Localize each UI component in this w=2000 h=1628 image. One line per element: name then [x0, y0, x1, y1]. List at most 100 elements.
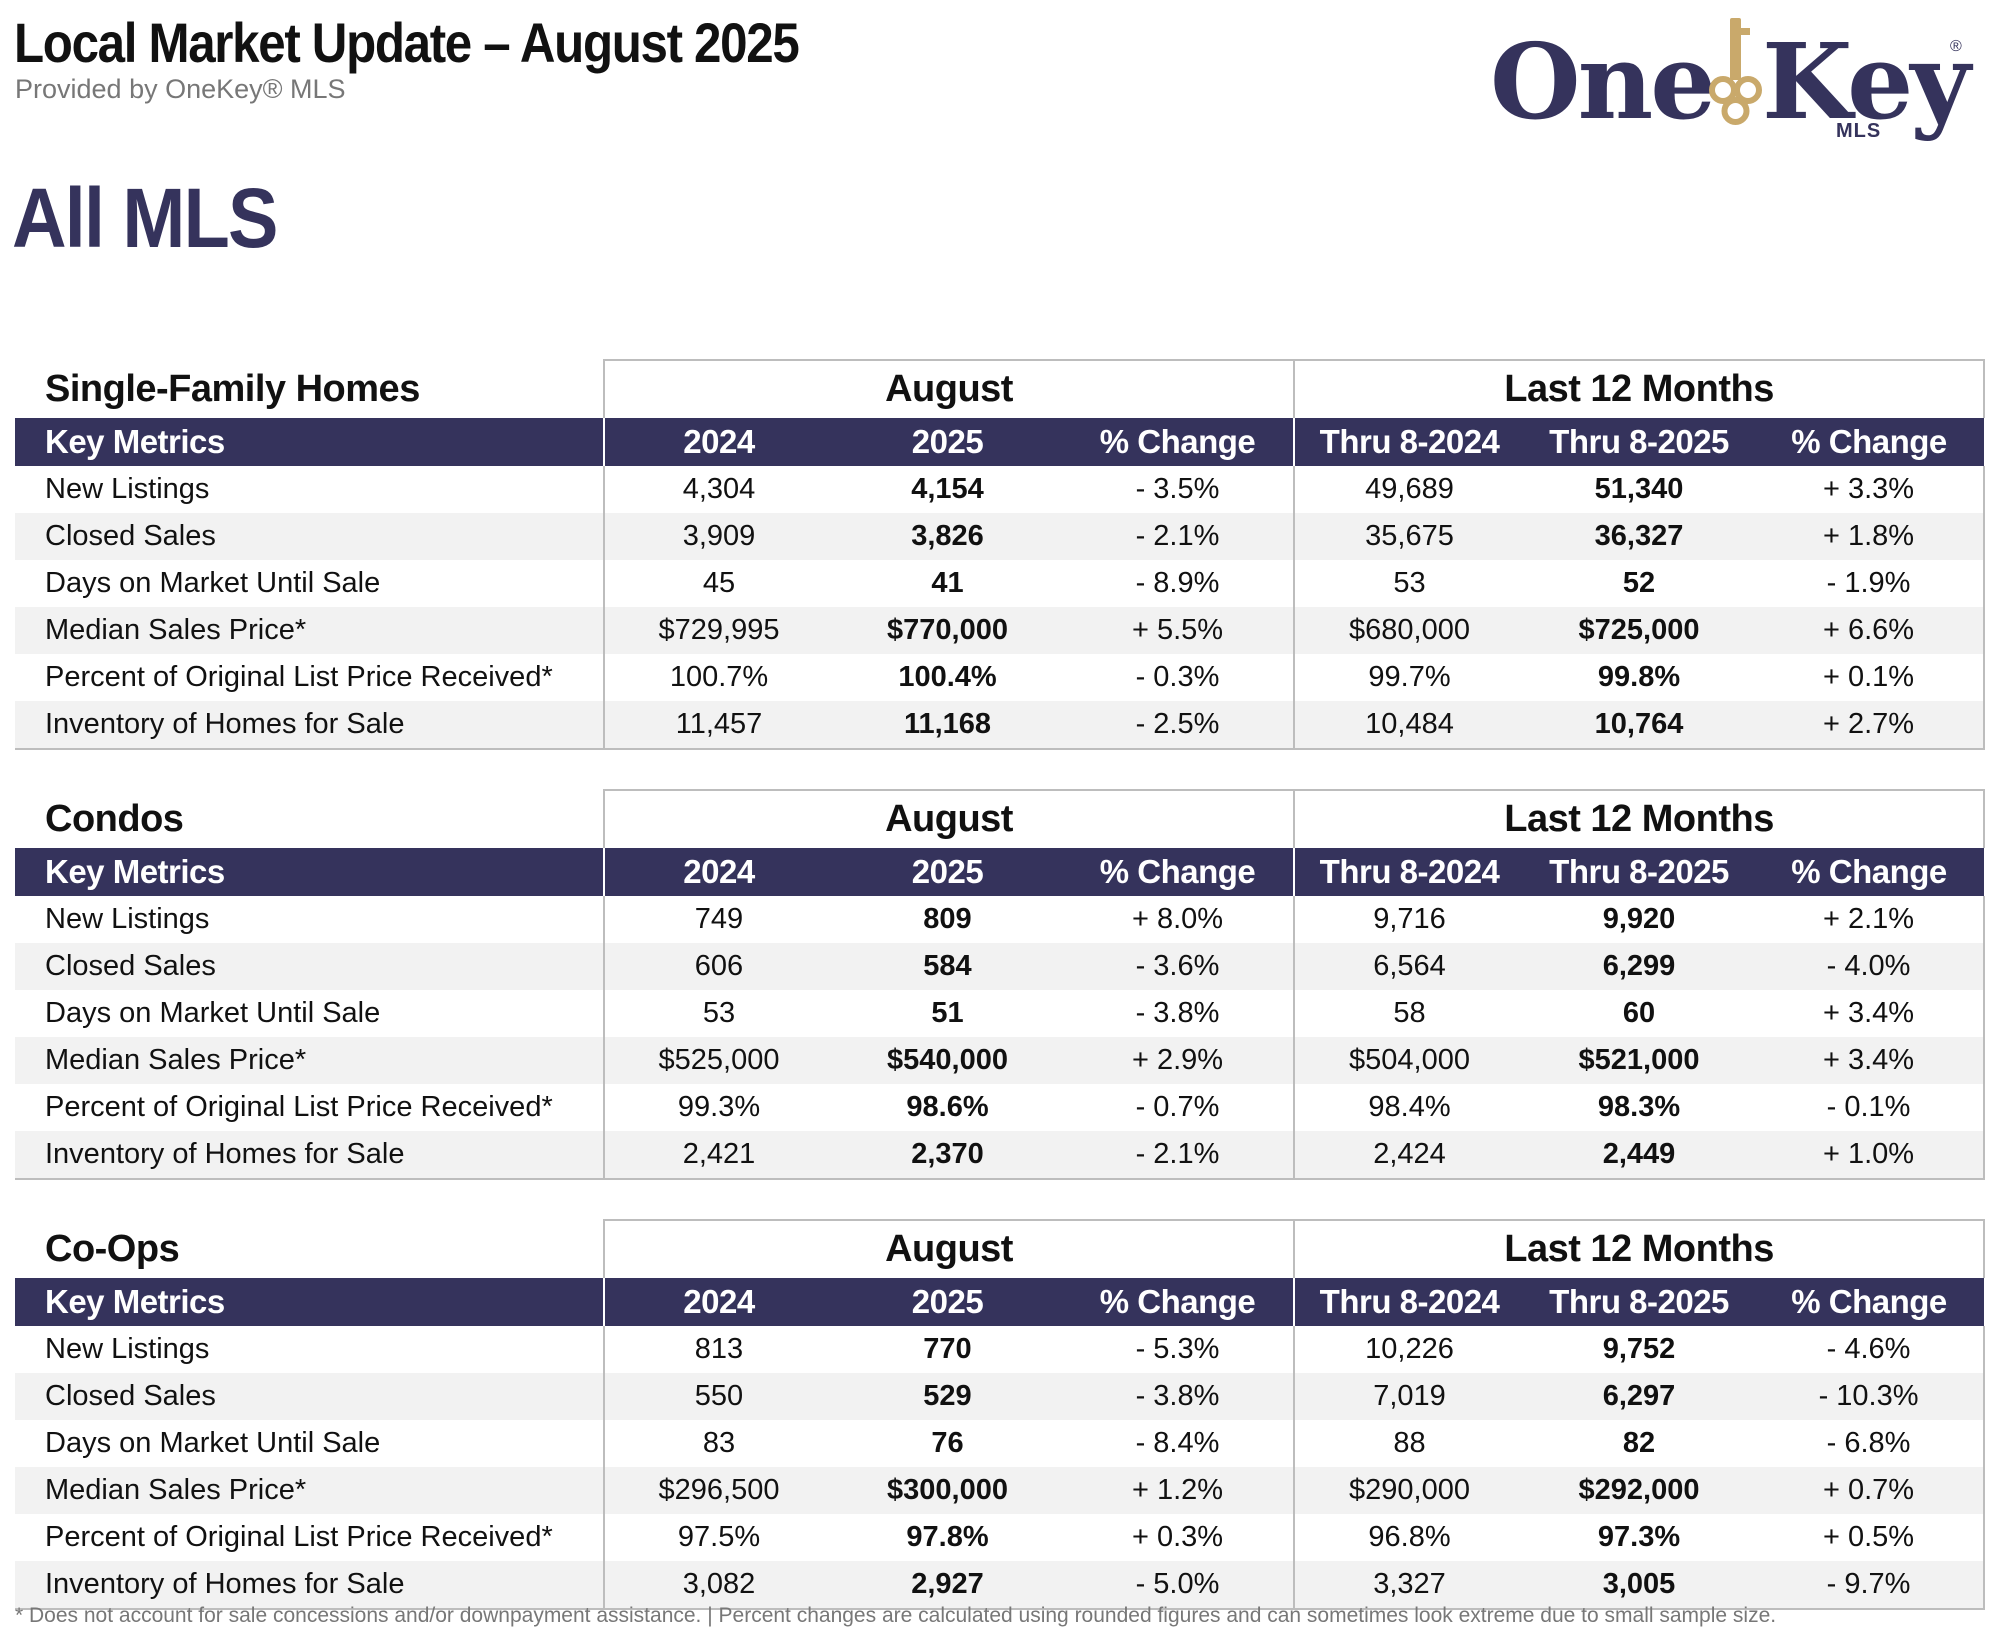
cell-thru-2024: 99.7% — [1293, 654, 1525, 701]
cell-aug-change: - 2.1% — [1062, 1131, 1295, 1180]
cell-thru-2025: 36,327 — [1524, 513, 1755, 560]
cell-12m-change: - 0.1% — [1754, 1084, 1986, 1131]
cell-thru-2024: $290,000 — [1293, 1467, 1525, 1514]
cell-aug-2024: 3,909 — [603, 513, 833, 560]
cell-thru-2025: 3,005 — [1524, 1561, 1755, 1610]
cell-aug-change: + 2.9% — [1062, 1037, 1295, 1084]
logo-registered: ® — [1950, 38, 1962, 55]
col-pct-change-12m: % Change — [1754, 418, 1985, 466]
cell-12m-change: - 1.9% — [1754, 560, 1986, 607]
cell-12m-change: + 3.4% — [1754, 990, 1986, 1037]
cell-aug-change: - 0.3% — [1135, 661, 1220, 693]
col-pct-change-12m: % Change — [1754, 1278, 1985, 1326]
col-thru-8-2024: Thru 8-2024 — [1293, 418, 1525, 466]
cell-thru-2024: 3,327 — [1293, 1561, 1525, 1610]
table-row: Days on Market Until Sale 45 41 - 8.9% 53 52 -… — [15, 560, 1986, 607]
cell-aug-2025: 97.8% — [906, 1521, 989, 1553]
cell-12m-change: - 4.0% — [1754, 943, 1986, 990]
cell-thru-2025: $521,000 — [1524, 1037, 1755, 1084]
cell-aug-change: + 8.0% — [1131, 903, 1224, 935]
cell-aug-2025: $300,000 — [833, 1467, 1062, 1514]
col-thru-8-2025: Thru 8-2025 — [1524, 1278, 1755, 1326]
metric-label: Closed Sales — [15, 1373, 604, 1420]
cell-thru-2025: 52 — [1622, 567, 1656, 599]
table-row: Days on Market Until Sale 53 51 - 3.8% 58 60 +… — [15, 990, 1986, 1037]
cell-thru-2025: 6,299 — [1524, 943, 1755, 990]
cell-thru-2024: 53 — [1293, 560, 1525, 607]
cell-12m-change: + 0.7% — [1754, 1467, 1986, 1514]
col-key-metrics: Key Metrics — [15, 1278, 604, 1326]
cell-aug-2024: 83 — [603, 1420, 833, 1467]
cell-thru-2025: 97.3% — [1597, 1521, 1681, 1553]
cell-aug-change: + 0.3% — [1131, 1521, 1224, 1553]
cell-aug-2024: 100.7% — [603, 654, 833, 701]
onekey-mls-logo: One Key ® MLS — [1490, 18, 1971, 150]
cell-thru-2024: 35,675 — [1293, 513, 1525, 560]
cell-aug-2025: 51 — [931, 997, 964, 1029]
column-header-row: Key Metrics 2024 2025% Change Thru 8-2024 Th… — [15, 1278, 1985, 1326]
cell-thru-2024: $680,000 — [1293, 607, 1525, 654]
cell-thru-2025: 9,920 — [1602, 903, 1676, 935]
cell-thru-2024: 10,484 — [1293, 701, 1525, 750]
cell-thru-2024: 88 — [1293, 1420, 1525, 1467]
col-pct-change: % Change — [1062, 848, 1295, 896]
section-title: Condos — [45, 797, 184, 840]
group-label-last-12-months: Last 12 Months — [1293, 789, 1986, 848]
cell-aug-change: - 3.8% — [1062, 1373, 1295, 1420]
metric-label: Inventory of Homes for Sale — [15, 1131, 604, 1180]
cell-thru-2024: $504,000 — [1293, 1037, 1525, 1084]
group-header-row: Single-Family Homes August Last 12 Months — [15, 359, 1986, 418]
col-thru-8-2024: Thru 8-2024 — [1293, 1278, 1525, 1326]
co-ops-table: Co-Ops August Last 12 Months Key Metrics 202… — [15, 1219, 1986, 1610]
cell-thru-2024: 7,019 — [1293, 1373, 1525, 1420]
cell-aug-2024: 813 — [603, 1326, 833, 1373]
table-row: Percent of Original List Price Received*… — [15, 1514, 1986, 1561]
metric-label: Median Sales Price* — [15, 1467, 604, 1514]
cell-thru-2024: 2,424 — [1293, 1131, 1525, 1180]
cell-12m-change: + 2.1% — [1754, 896, 1986, 943]
cell-aug-2024: 550 — [603, 1373, 833, 1420]
cell-12m-change: + 1.0% — [1754, 1131, 1986, 1180]
col-thru-8-2025: Thru 8-2025 — [1524, 418, 1755, 466]
cell-aug-2025: $770,000 — [833, 607, 1062, 654]
cell-aug-2024: 4,304 — [603, 466, 833, 513]
cell-aug-2025: 3,826 — [833, 513, 1062, 560]
cell-aug-2024: $296,500 — [603, 1467, 833, 1514]
metric-label: Percent of Original List Price Received* — [45, 661, 553, 693]
cell-aug-2024: 45 — [603, 560, 833, 607]
logo-text-key: Key — [1762, 20, 1971, 143]
section-title: Single-Family Homes — [45, 367, 420, 410]
table-row: Inventory of Homes for Sale 11,457 11,168-… — [15, 701, 1986, 750]
cell-aug-2024: $525,000 — [603, 1037, 833, 1084]
cell-12m-change: - 4.6% — [1754, 1326, 1986, 1373]
logo-text-one: One — [1490, 20, 1716, 143]
cell-12m-change: - 10.3% — [1754, 1373, 1986, 1420]
cell-aug-2025: 76 — [931, 1427, 964, 1459]
group-label-august: August — [602, 359, 1295, 418]
table-row: Percent of Original List Price Received*… — [15, 1084, 1986, 1131]
cell-aug-2025: 41 — [931, 567, 964, 599]
cell-thru-2025: 9,752 — [1602, 1333, 1676, 1365]
col-pct-change: % Change — [1062, 1278, 1295, 1326]
cell-aug-change: - 8.4% — [1135, 1427, 1220, 1459]
cell-thru-2025: 51,340 — [1594, 473, 1684, 505]
cell-12m-change: + 0.1% — [1754, 654, 1986, 701]
key-icon — [1709, 18, 1762, 125]
col-thru-8-2024: Thru 8-2024 — [1293, 848, 1525, 896]
metric-label: Median Sales Price* — [15, 607, 604, 654]
metric-label: Median Sales Price* — [15, 1037, 604, 1084]
cell-aug-2024: $729,995 — [603, 607, 833, 654]
metric-label: New Listings — [45, 903, 210, 935]
cell-aug-2025: $540,000 — [833, 1037, 1062, 1084]
table-row: Closed Sales 606 584- 3.6% 6,564 6,299- 4.0% — [15, 943, 1986, 990]
cell-aug-change: + 5.5% — [1062, 607, 1295, 654]
cell-aug-change: - 0.7% — [1135, 1091, 1220, 1123]
cell-aug-change: - 2.1% — [1062, 513, 1295, 560]
cell-aug-2024: 606 — [603, 943, 833, 990]
col-2024: 2024 — [603, 418, 833, 466]
condos-table: Condos August Last 12 Months Key Metrics 202… — [15, 789, 1986, 1180]
cell-aug-change: + 1.2% — [1062, 1467, 1295, 1514]
metric-label: Inventory of Homes for Sale — [15, 1561, 604, 1610]
cell-aug-change: - 3.8% — [1135, 997, 1220, 1029]
metric-label: New Listings — [45, 1333, 210, 1365]
